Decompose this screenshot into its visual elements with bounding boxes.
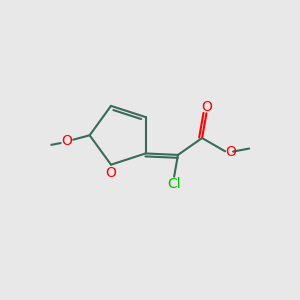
Text: O: O (61, 134, 72, 148)
Text: O: O (201, 100, 212, 114)
Text: O: O (225, 145, 236, 159)
Text: Cl: Cl (167, 177, 181, 191)
Text: O: O (105, 166, 116, 180)
